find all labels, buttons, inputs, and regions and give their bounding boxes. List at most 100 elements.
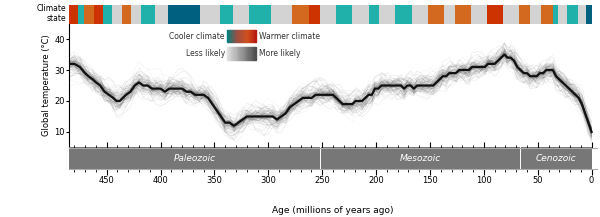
Bar [567, 5, 578, 24]
Bar [250, 30, 251, 42]
Text: Age (millions of years ago): Age (millions of years ago) [272, 206, 394, 215]
Bar [230, 47, 231, 59]
Bar [242, 30, 243, 42]
Bar [352, 5, 368, 24]
Bar [246, 30, 247, 42]
Bar [253, 30, 254, 42]
Bar [239, 30, 240, 42]
Bar [586, 5, 592, 24]
Bar [232, 47, 233, 59]
Text: Cenozoic: Cenozoic [536, 154, 577, 163]
Bar [231, 30, 232, 42]
Bar [69, 147, 320, 169]
Bar [247, 47, 248, 59]
Bar [233, 47, 235, 59]
Bar [292, 5, 309, 24]
Bar [368, 5, 379, 24]
Bar [520, 147, 592, 169]
Bar [246, 47, 247, 59]
Bar [237, 30, 238, 42]
Bar [379, 5, 395, 24]
Bar [77, 5, 84, 24]
Text: Mesozoic: Mesozoic [400, 154, 441, 163]
Bar [229, 47, 230, 59]
Bar [503, 5, 520, 24]
Bar [245, 30, 246, 42]
Bar [238, 30, 239, 42]
Bar [249, 5, 271, 24]
Bar [240, 30, 241, 42]
Bar [252, 47, 253, 59]
Bar [103, 5, 112, 24]
Bar [254, 47, 255, 59]
Text: Cooler climate: Cooler climate [169, 31, 225, 41]
Bar [455, 5, 471, 24]
Bar [231, 47, 232, 59]
Bar [238, 47, 239, 59]
Bar [428, 5, 444, 24]
Bar [245, 47, 246, 59]
Bar [336, 5, 352, 24]
Bar [131, 5, 141, 24]
Bar [254, 30, 256, 42]
Bar [69, 5, 77, 24]
Bar [84, 5, 94, 24]
Bar [271, 5, 292, 24]
Bar [94, 5, 103, 24]
Bar [558, 5, 567, 24]
Bar [520, 5, 530, 24]
Bar [444, 5, 455, 24]
Bar [247, 30, 248, 42]
Bar [255, 47, 256, 59]
Bar [141, 5, 155, 24]
Bar [251, 47, 252, 59]
Bar [541, 5, 553, 24]
Bar [233, 5, 249, 24]
Bar [200, 5, 220, 24]
Bar [234, 30, 235, 42]
Bar [236, 47, 238, 59]
Bar [412, 5, 428, 24]
Text: More likely: More likely [259, 49, 301, 58]
Bar [227, 30, 229, 42]
Bar [168, 5, 200, 24]
Text: Paleozoic: Paleozoic [173, 154, 215, 163]
Bar [236, 30, 237, 42]
Bar [248, 47, 250, 59]
Bar [395, 5, 412, 24]
Bar [220, 5, 233, 24]
Bar [240, 47, 241, 59]
Bar [530, 5, 541, 24]
Bar [242, 47, 244, 59]
Bar [233, 30, 234, 42]
Bar [471, 5, 487, 24]
Bar [253, 47, 254, 59]
Bar [244, 47, 245, 59]
Bar [241, 30, 242, 42]
Bar [230, 30, 231, 42]
Bar [112, 5, 122, 24]
Bar [232, 30, 233, 42]
Bar [320, 147, 520, 169]
Text: Warmer climate: Warmer climate [259, 31, 320, 41]
Bar [235, 30, 236, 42]
Bar [244, 30, 245, 42]
Bar [487, 5, 503, 24]
Bar [227, 47, 229, 59]
Bar [235, 47, 236, 59]
Bar [229, 30, 230, 42]
Bar [155, 5, 168, 24]
Bar [122, 5, 131, 24]
Bar [309, 5, 320, 24]
Bar [241, 47, 242, 59]
Bar [553, 5, 558, 24]
Bar [578, 5, 586, 24]
Bar [250, 47, 251, 59]
Bar [251, 30, 253, 42]
Bar [320, 5, 336, 24]
Text: Less likely: Less likely [185, 49, 225, 58]
Text: Climate
state: Climate state [37, 4, 67, 23]
Bar [239, 47, 240, 59]
Y-axis label: Global temperature (°C): Global temperature (°C) [43, 35, 52, 136]
Bar [243, 30, 244, 42]
